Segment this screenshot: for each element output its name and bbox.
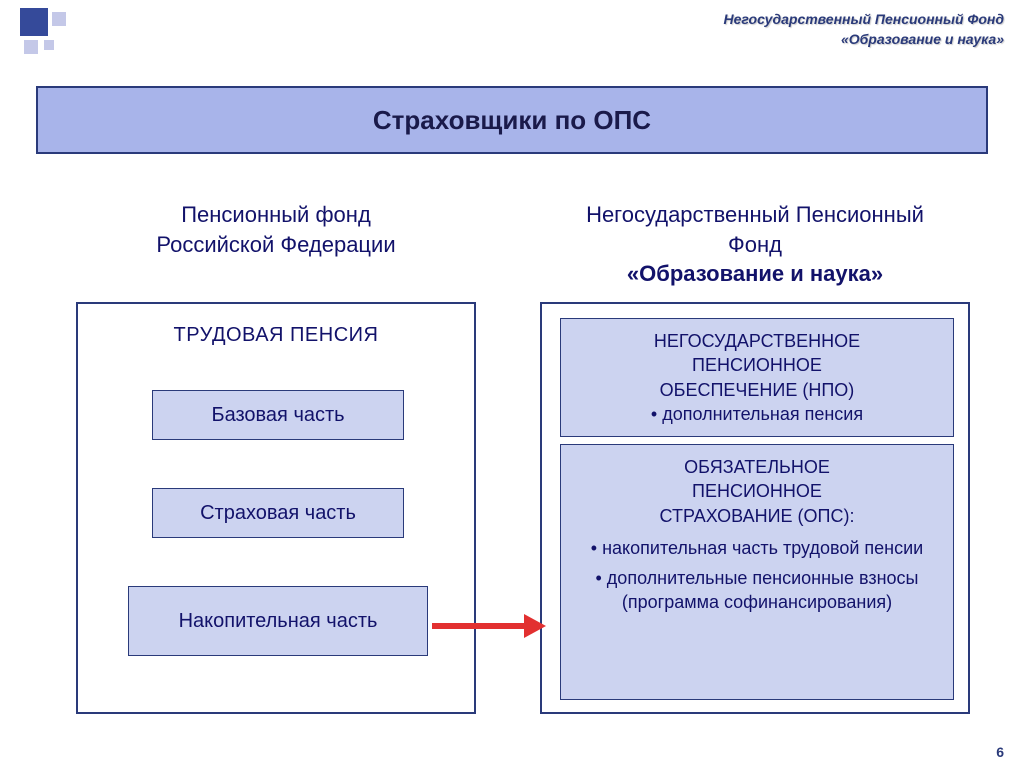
pension-part-accumulative: Накопительная часть (128, 586, 428, 656)
pension-part-insurance: Страховая часть (152, 488, 404, 538)
left-panel-title: ТРУДОВАЯ ПЕНСИЯ (78, 324, 474, 347)
header-org: Негосударственный Пенсионный Фонд «Образ… (724, 10, 1005, 49)
header-line1: Негосударственный Пенсионный Фонд (724, 10, 1005, 30)
right-panel: НЕГОСУДАРСТВЕННОЕ ПЕНСИОННОЕ ОБЕСПЕЧЕНИЕ… (540, 302, 970, 714)
right-column-header: Негосударственный Пенсионный Фонд «Образ… (540, 200, 970, 289)
pension-part-basic: Базовая часть (152, 390, 404, 440)
left-column-header: Пенсионный фонд Российской Федерации (76, 200, 476, 259)
ops-box: ОБЯЗАТЕЛЬНОЕ ПЕНСИОННОЕ СТРАХОВАНИЕ (ОПС… (560, 444, 954, 700)
arrow-icon (432, 614, 552, 638)
left-panel: ТРУДОВАЯ ПЕНСИЯ Базовая часть Страховая … (76, 302, 476, 714)
npo-box: НЕГОСУДАРСТВЕННОЕ ПЕНСИОННОЕ ОБЕСПЕЧЕНИЕ… (560, 318, 954, 437)
page-number: 6 (996, 744, 1004, 760)
slide-title: Страховщики по ОПС (36, 86, 988, 154)
header-line2: «Образование и наука» (724, 30, 1005, 50)
logo-icon (20, 8, 80, 68)
